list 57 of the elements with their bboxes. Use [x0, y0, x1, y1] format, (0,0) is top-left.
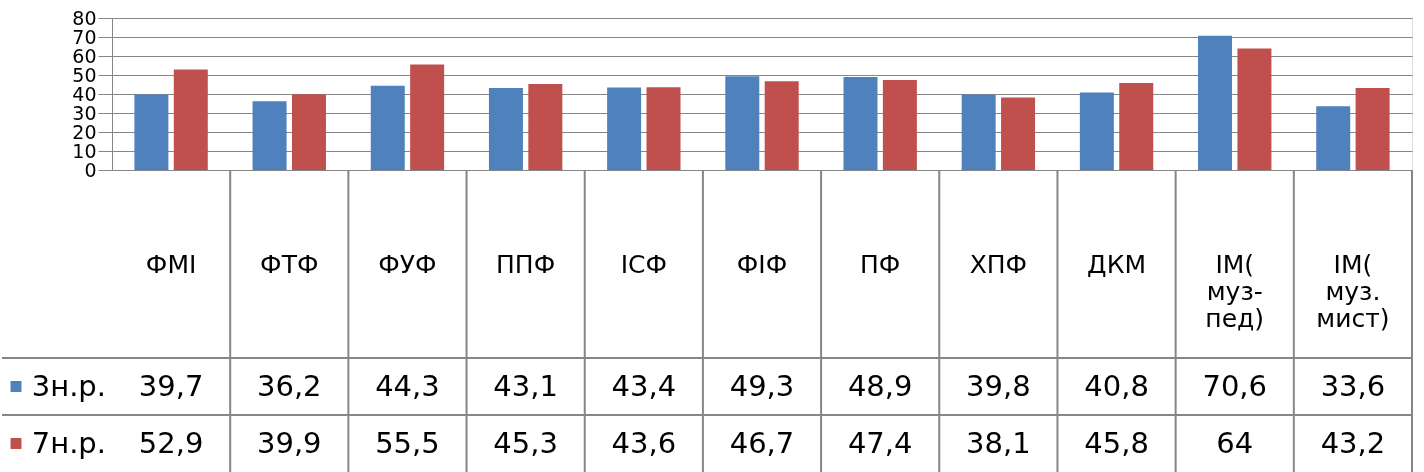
x-tick-label: ІМ(муз-пед) [1205, 250, 1265, 333]
data-label: 49,3 [729, 368, 795, 403]
data-label: 43,4 [611, 368, 677, 403]
x-tick-label: ФУФ [378, 250, 437, 279]
data-label: 44,3 [375, 368, 440, 403]
x-tick-label: ХПФ [969, 250, 1028, 279]
data-label: 43,6 [611, 425, 677, 460]
bar [488, 88, 523, 170]
data-label: 36,2 [256, 368, 322, 403]
x-tick-label: ІСФ [620, 250, 667, 279]
data-label: 39,9 [256, 425, 322, 460]
data-label: 64 [1216, 425, 1254, 460]
x-tick-label: ДКМ [1087, 250, 1146, 279]
data-label: 55,5 [375, 425, 440, 460]
bar [843, 77, 878, 170]
bar [725, 76, 760, 170]
data-label: 45,3 [493, 425, 558, 460]
bar [1237, 48, 1272, 170]
data-label: 33,6 [1320, 368, 1386, 403]
bar [961, 94, 996, 170]
data-label: 70,6 [1202, 368, 1268, 403]
bar [607, 87, 642, 170]
data-label: 43,2 [1320, 425, 1386, 460]
bar [1001, 97, 1036, 170]
bar [1355, 87, 1390, 170]
bar [134, 94, 169, 170]
legend-label: 3н.р. [31, 368, 106, 403]
bar [173, 69, 208, 170]
bar [882, 79, 917, 170]
bar [1119, 82, 1154, 170]
data-label: 45,8 [1084, 425, 1149, 460]
bar [410, 64, 445, 170]
data-label: 39,7 [138, 368, 204, 403]
bar [764, 81, 799, 170]
x-tick-label: ФІФ [736, 250, 788, 279]
bar [370, 85, 405, 170]
data-label: 47,4 [847, 425, 913, 460]
x-tick-label: ППФ [496, 250, 556, 279]
x-tick-label: ФТФ [260, 250, 319, 279]
x-tick-label: ІМ(муз.мист) [1316, 250, 1390, 333]
bar [528, 83, 563, 170]
data-label: 52,9 [138, 425, 204, 460]
data-label: 48,9 [847, 368, 913, 403]
bar [1316, 106, 1351, 170]
bar [291, 94, 326, 170]
data-label: 38,1 [966, 425, 1031, 460]
data-label: 40,8 [1084, 368, 1149, 403]
x-tick-label: ФМІ [145, 250, 197, 279]
x-tick-label: ПФ [860, 250, 901, 279]
legend-label: 7н.р. [31, 425, 106, 460]
data-label: 43,1 [493, 368, 558, 403]
bar [646, 87, 681, 170]
bar [252, 101, 287, 170]
bar [1198, 35, 1233, 170]
bar [1079, 92, 1114, 170]
data-label: 39,8 [966, 368, 1031, 403]
data-label: 46,7 [729, 425, 795, 460]
